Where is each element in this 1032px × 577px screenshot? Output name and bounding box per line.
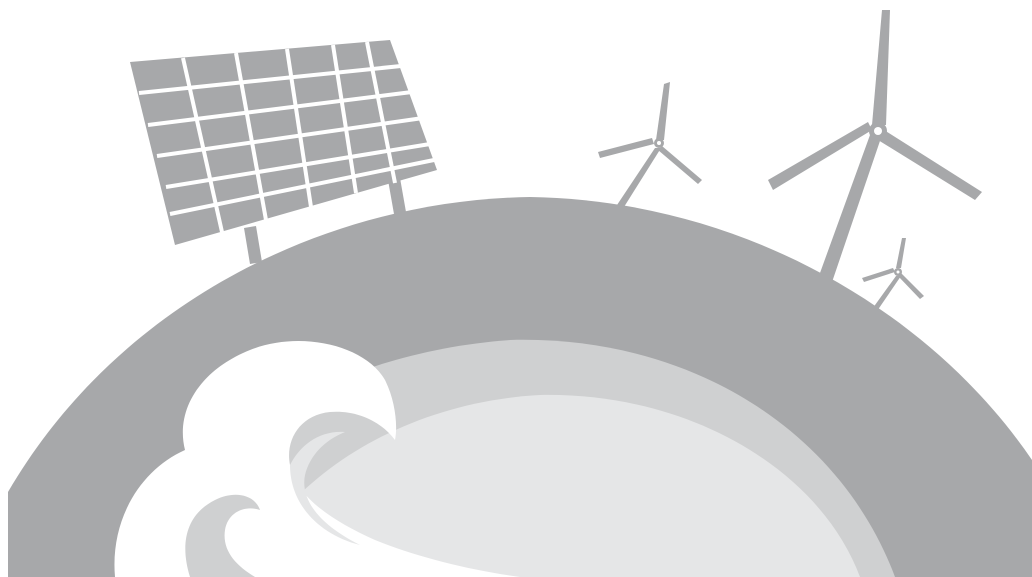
wind-turbine-icon <box>862 238 924 314</box>
solar-panel-icon <box>130 40 437 264</box>
ocean-inner <box>240 394 860 577</box>
wind-turbine-icon <box>768 10 982 288</box>
wave-icon <box>114 341 521 577</box>
wind-turbine-icon <box>598 82 702 207</box>
